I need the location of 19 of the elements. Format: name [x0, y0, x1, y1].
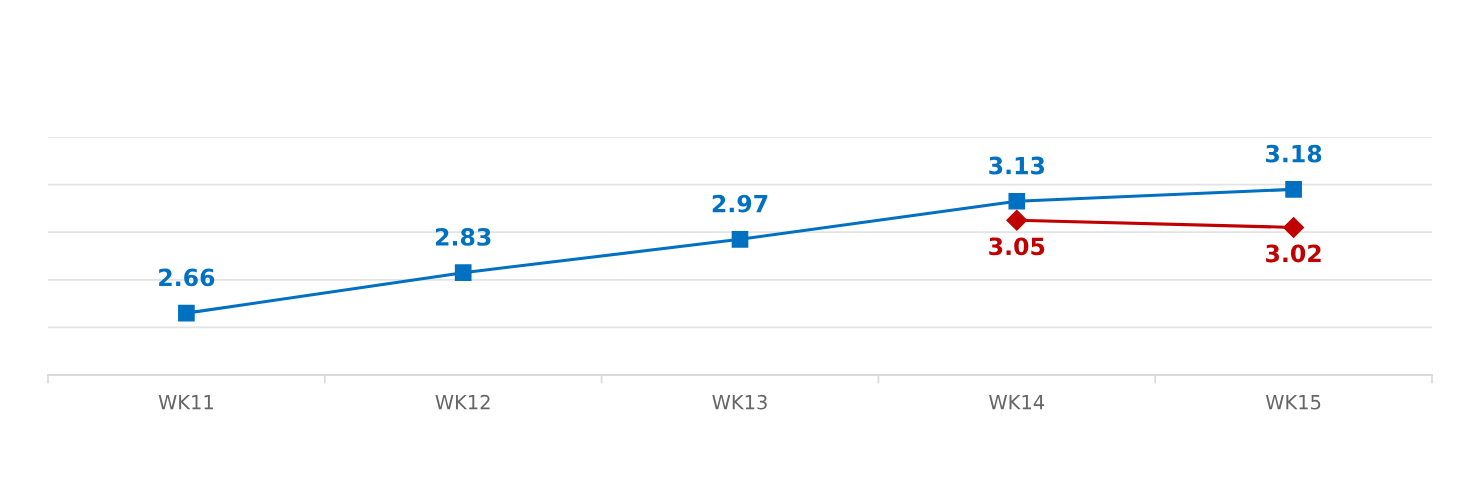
data-label: 3.05 [989, 237, 1045, 256]
x-tick-label: WK13 [712, 394, 767, 410]
data-label: 3.18 [1266, 144, 1322, 163]
data-label: 2.66 [159, 268, 215, 287]
x-tick-label: WK15 [1265, 395, 1321, 410]
x-tick-label: WK12 [435, 394, 490, 410]
point [178, 304, 195, 322]
point [1283, 216, 1305, 238]
x-tick-label: WK14 [989, 395, 1045, 410]
data-label: 3.13 [989, 156, 1045, 175]
x-tick-label: WK11 [158, 395, 213, 410]
point [454, 264, 472, 281]
data-label: 2.83 [435, 228, 491, 246]
data-label: 2.97 [712, 194, 768, 213]
point [1285, 181, 1302, 198]
point [1008, 192, 1026, 210]
data-label: 3.02 [1266, 244, 1321, 263]
point [1006, 209, 1028, 231]
point [731, 231, 749, 248]
